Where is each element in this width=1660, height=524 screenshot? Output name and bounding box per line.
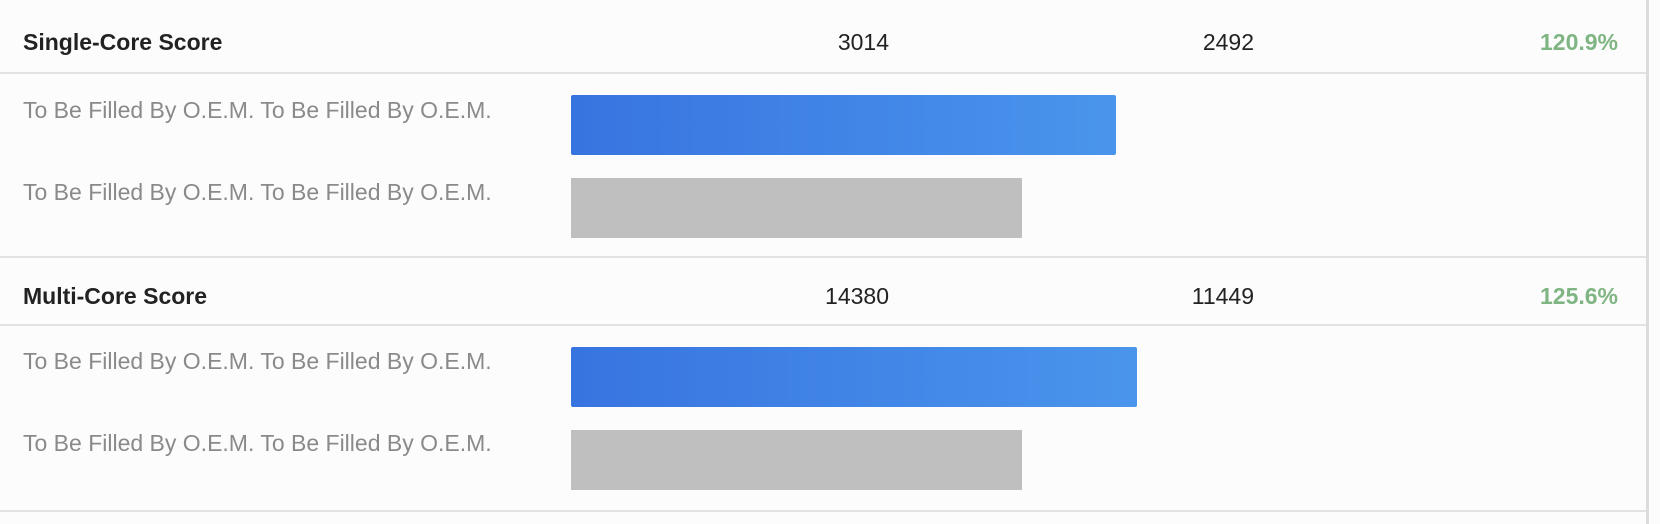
multi-core-score-a: 14380 — [825, 283, 889, 309]
multi-core-title: Multi-Core Score — [23, 283, 208, 309]
device-label-b: To Be Filled By O.E.M. To Be Filled By O… — [23, 430, 492, 456]
single-core-title: Single-Core Score — [23, 29, 223, 55]
score-bar-a — [571, 347, 1137, 407]
device-label-b: To Be Filled By O.E.M. To Be Filled By O… — [23, 179, 492, 205]
single-core-percent: 120.9% — [1539, 29, 1618, 55]
single-core-score-b: 2492 — [1202, 29, 1254, 55]
device-label-a: To Be Filled By O.E.M. To Be Filled By O… — [23, 348, 492, 374]
multi-core-percent: 125.6% — [1539, 283, 1618, 309]
single-core-bars: To Be Filled By O.E.M. To Be Filled By O… — [0, 74, 1646, 258]
single-core-header: Single-Core Score 3014 2492 120.9% — [0, 0, 1646, 74]
multi-core-bars: To Be Filled By O.E.M. To Be Filled By O… — [0, 326, 1646, 512]
multi-core-header: Multi-Core Score 14380 11449 125.6% — [0, 258, 1646, 326]
score-bar-a — [571, 95, 1116, 155]
score-bar-b — [571, 430, 1022, 490]
multi-core-score-b: 11449 — [1191, 283, 1254, 309]
score-bar-b — [571, 178, 1022, 238]
device-label-a: To Be Filled By O.E.M. To Be Filled By O… — [23, 97, 492, 123]
single-core-score-a: 3014 — [837, 29, 889, 55]
